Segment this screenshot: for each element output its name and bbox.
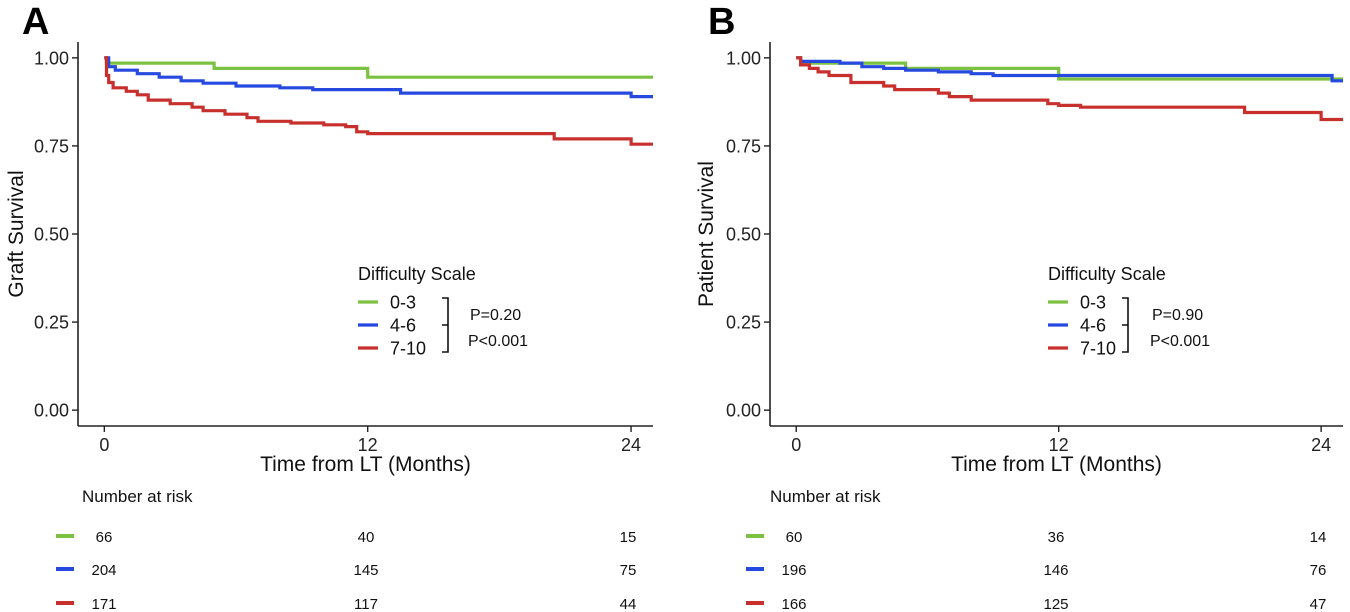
y-tick-label: 0.50 [726, 225, 761, 245]
risk-count: 44 [620, 596, 637, 612]
p-value-label: P<0.001 [468, 333, 528, 350]
risk-count: 117 [354, 596, 378, 612]
y-tick-label: 1.00 [34, 48, 69, 68]
risk-count: 145 [353, 562, 378, 579]
risk-count: 60 [786, 529, 803, 546]
x-tick-label: 24 [1311, 435, 1331, 455]
y-tick-label: 0.00 [726, 401, 761, 421]
legend-label-0-3: 0-3 [390, 293, 416, 313]
survival-curve-7-10 [796, 56, 1343, 122]
panel-letter: B [708, 1, 735, 43]
risk-table-title: Number at risk [82, 487, 193, 506]
risk-count: 66 [96, 529, 113, 546]
risk-count: 14 [1310, 529, 1327, 546]
x-tick-label: 12 [1049, 435, 1069, 455]
legend-label-7-10: 7-10 [390, 339, 426, 359]
risk-count: 171 [91, 596, 116, 612]
risk-count: 75 [620, 562, 637, 579]
x-tick-label: 24 [621, 435, 641, 455]
y-tick-label: 0.00 [34, 401, 69, 421]
risk-count: 125 [1043, 596, 1068, 612]
y-axis-title: Graft Survival [5, 170, 28, 297]
risk-count: 36 [1048, 529, 1065, 546]
risk-table: Number at risk 66 40 15 204 145 75 171 117 44 [56, 487, 636, 612]
legend-label-0-3: 0-3 [1080, 293, 1106, 313]
survival-curve-0-3 [104, 56, 653, 79]
legend: Difficulty Scale 0-3 4-6 7-10 P=0.90 P<0.001 [1048, 264, 1210, 359]
legend-label-4-6: 4-6 [390, 316, 416, 336]
x-tick-label: 0 [99, 435, 109, 455]
legend-label-7-10: 7-10 [1080, 339, 1116, 359]
panel-letter: A [22, 1, 49, 43]
risk-table: Number at risk 60 36 14 196 146 76 166 125 47 [746, 487, 1326, 612]
y-tick-label: 0.75 [726, 136, 761, 156]
legend-title: Difficulty Scale [1048, 264, 1166, 284]
y-tick-label: 0.75 [34, 136, 69, 156]
p-value-label: P<0.001 [1150, 333, 1210, 350]
x-axis-title: Time from LT (Months) [260, 453, 471, 476]
panel-b: B 0.00 0.25 0.50 0.75 1.00 0 12 24 Time from LT (… [695, 1, 1343, 612]
legend-label-4-6: 4-6 [1080, 316, 1106, 336]
p-value-label: P=0.20 [470, 307, 521, 324]
survival-curve-4-6 [796, 56, 1343, 83]
legend: Difficulty Scale 0-3 4-6 7-10 P=0.20 P<0.001 [358, 264, 528, 359]
x-axis-title: Time from LT (Months) [951, 453, 1162, 476]
y-tick-label: 1.00 [726, 48, 761, 68]
risk-count: 76 [1310, 562, 1327, 579]
risk-count: 166 [781, 596, 806, 612]
p-value-label: P=0.90 [1152, 307, 1203, 324]
risk-count: 204 [91, 562, 116, 579]
risk-count: 47 [1310, 596, 1327, 612]
risk-table-title: Number at risk [770, 487, 881, 506]
comparison-bracket [442, 297, 449, 353]
risk-count: 15 [620, 529, 637, 546]
survival-curve-4-6 [104, 56, 653, 99]
risk-count: 196 [781, 562, 806, 579]
y-tick-label: 0.25 [34, 313, 69, 333]
panel-a: A 0.00 0.25 0.50 0.75 1.00 0 12 24 Time from LT (… [5, 1, 653, 612]
risk-count: 40 [358, 529, 375, 546]
survival-curve-7-10 [104, 56, 653, 146]
y-axis-title: Patient Survival [695, 161, 718, 307]
comparison-bracket [1122, 297, 1129, 353]
legend-title: Difficulty Scale [358, 264, 476, 284]
risk-count: 146 [1043, 562, 1068, 579]
x-tick-label: 0 [791, 435, 801, 455]
x-tick-label: 12 [358, 435, 378, 455]
y-tick-label: 0.25 [726, 313, 761, 333]
y-tick-label: 0.50 [34, 225, 69, 245]
